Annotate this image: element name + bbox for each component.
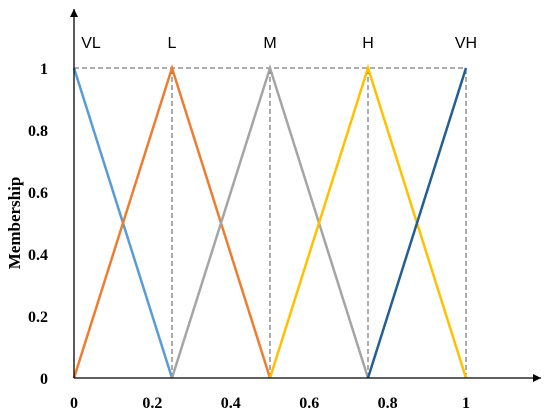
x-tick-label: 1 [462,395,470,412]
y-tick-label: 0.6 [28,185,48,202]
x-tick-label: 0.2 [142,395,162,412]
series-label-vh: VH [455,35,477,52]
series-lines [72,63,468,379]
series-label-m: M [263,35,276,52]
series-line-m [170,63,370,379]
y-tick-label: 1 [40,61,48,78]
y-axis-title: Membership [5,177,24,270]
series-line-l [72,63,272,379]
x-tick-label: 0 [70,395,78,412]
x-tick-label: 0.8 [378,395,398,412]
series-line-vh [366,67,468,379]
x-tick-label: 0.4 [221,395,241,412]
series-line-h [268,63,468,379]
y-tick-label: 0 [40,371,48,388]
y-tick-label: 0.4 [28,247,48,264]
series-label-l: L [168,35,177,52]
y-tick-label: 0.2 [28,309,48,326]
series-label-vl: VL [81,35,101,52]
reference-lines [74,67,467,378]
series-label-h: H [362,35,374,52]
labels: VL L M H VH 0 0.2 0.4 0.6 0.8 1 0 0.2 0.4 0.6 0.8 1 Membe… [5,35,477,412]
x-tick-label: 0.6 [299,395,319,412]
axes [70,9,541,382]
y-tick-label: 0.8 [28,123,48,140]
